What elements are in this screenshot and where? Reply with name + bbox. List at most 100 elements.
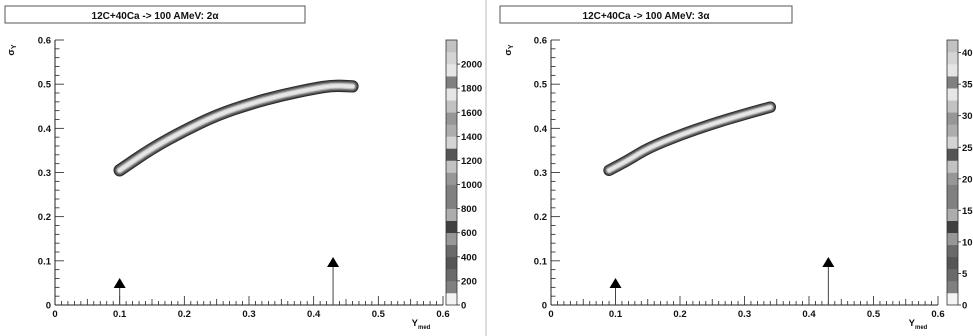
density-contour-level-1 [114, 80, 358, 176]
color-bar-segment [947, 196, 958, 209]
x-tick-label: 0.5 [867, 309, 881, 320]
y-tick-label: 0 [542, 301, 547, 312]
color-bar-segment [446, 136, 457, 149]
x-tick-label: 0.3 [242, 309, 255, 320]
color-bar-tick-label: 35 [962, 80, 973, 91]
color-bar-segment [446, 208, 457, 221]
axes: 0 0.1 0.2 0.3 0.4 0.5 0.6 0 0.1 0.2 0.3 0.4 0.5 0.6 [38, 36, 450, 321]
color-bar-segment [446, 280, 457, 294]
density-contour-level-2 [115, 81, 357, 175]
color-bar-segment [947, 268, 958, 282]
density-contour-level-0 [113, 79, 359, 177]
color-bar-segment [947, 256, 958, 270]
color-bar-segment [446, 64, 457, 77]
arrow-up-icon [822, 257, 835, 267]
arrow-markers [113, 257, 340, 305]
y-tick-label: 0.6 [38, 36, 51, 47]
color-bar-tick-label: 2000 [461, 60, 482, 71]
x-axis-label: Ymed [909, 318, 928, 331]
x-tick-label: 0.4 [307, 309, 321, 320]
x-tick-label: 0.1 [113, 309, 127, 320]
color-bar-tick-label: 400 [461, 252, 477, 263]
color-bar-segment [446, 172, 457, 185]
color-bar-segment [446, 232, 457, 246]
color-bar-tick-label: 40 [962, 48, 973, 59]
axes: 0 0.1 0.2 0.3 0.4 0.5 0.6 0 0.1 0.2 0.3 0.4 0.5 0.6 [534, 36, 945, 321]
x-tick-label: 0.4 [802, 309, 816, 320]
y-tick-label: 0.2 [534, 212, 547, 223]
density-contour-level-4 [607, 105, 772, 172]
y-tick-label: 0.3 [534, 168, 547, 179]
color-bar-segment [947, 292, 958, 306]
x-tick-label: 0.2 [178, 309, 191, 320]
x-tick-label: 0.3 [738, 309, 751, 320]
color-bar-segment [446, 292, 457, 306]
y-tick-label: 0.4 [38, 124, 52, 135]
y-tick-label: 0 [46, 301, 51, 312]
color-bar-segment [446, 52, 457, 65]
color-bar-tick-label: 20 [962, 174, 973, 185]
y-tick-label: 0.1 [534, 256, 548, 267]
color-bar-tick-label: 600 [461, 228, 477, 239]
color-bar-segment [947, 88, 958, 101]
color-bar: 0 5 10 15 20 25 30 35 40 [946, 39, 973, 312]
color-bar-frame [946, 39, 959, 306]
color-bar-segment [446, 112, 457, 125]
color-bar-segment [947, 136, 958, 149]
x-tick-label: 0.1 [609, 309, 623, 320]
color-bar-segment [446, 220, 457, 234]
y-tick-label: 0.5 [534, 80, 548, 91]
color-bar-segment [947, 220, 958, 234]
color-bar-segment [446, 148, 457, 161]
color-bar-tick-label: 10 [962, 237, 973, 248]
color-bar-segment [947, 280, 958, 294]
color-bar-segment [947, 172, 958, 185]
color-bar-tick-label: 15 [962, 206, 973, 217]
color-bar-segment [947, 148, 958, 161]
y-axis-label: σY [503, 44, 515, 56]
density-band [603, 101, 777, 177]
y-tick-label: 0.6 [534, 36, 547, 47]
color-bar-segment [947, 160, 958, 173]
panel-3alpha: 12C+40Ca -> 100 AMeV: 3α σY Ymed 0 0.1 0.2… [499, 5, 973, 331]
x-tick-label: 0.6 [436, 309, 449, 320]
color-bar-tick-label: 800 [461, 204, 477, 215]
title-box [499, 5, 793, 24]
chart-title: 12C+40Ca -> 100 AMeV: 3α [583, 11, 711, 22]
color-bar-segment [446, 184, 457, 197]
color-bar-segment [446, 268, 457, 282]
x-tick-label: 0.6 [931, 309, 944, 320]
arrow-markers [609, 257, 835, 305]
color-bar-tick-label: 1200 [461, 156, 482, 167]
panel-2alpha: 12C+40Ca -> 100 AMeV: 2α σY Ymed 0 0.1 0.2… [4, 5, 482, 331]
color-bar-tick-label: 0 [962, 301, 967, 312]
color-bar-segment [947, 76, 958, 89]
color-bar-segment [947, 52, 958, 65]
x-tick-label: 0 [52, 309, 57, 320]
color-bar-tick-label: 1800 [461, 84, 482, 95]
color-bar-segment [446, 100, 457, 113]
color-bar-segment [947, 40, 958, 53]
color-bar-segment [446, 88, 457, 101]
color-bar-segment [446, 124, 457, 137]
color-bar-segment [446, 196, 457, 209]
color-bar-tick-label: 5 [962, 269, 968, 280]
color-bar: 0 200 400 600 800 1000 1200 1400 1600 1800 2000 [445, 39, 482, 312]
density-band [113, 79, 359, 177]
x-axis-label: Ymed [412, 318, 431, 331]
color-bar-segment [947, 208, 958, 221]
x-tick-label: 0 [548, 309, 553, 320]
arrow-up-icon [327, 257, 340, 267]
density-contour-level-3 [116, 82, 356, 174]
color-bar-segment [446, 256, 457, 270]
color-bar-tick-label: 25 [962, 143, 973, 154]
color-bar-tick-label: 0 [461, 301, 466, 312]
color-bar-segment [947, 100, 958, 113]
density-contour-level-4 [117, 84, 355, 173]
x-tick-label: 0.2 [673, 309, 686, 320]
y-axis-label: σY [6, 44, 18, 56]
color-bar-tick-label: 30 [962, 111, 973, 122]
color-bar-tick-label: 1600 [461, 108, 482, 119]
title-box [4, 5, 306, 24]
color-bar-tick-label: 200 [461, 276, 477, 287]
